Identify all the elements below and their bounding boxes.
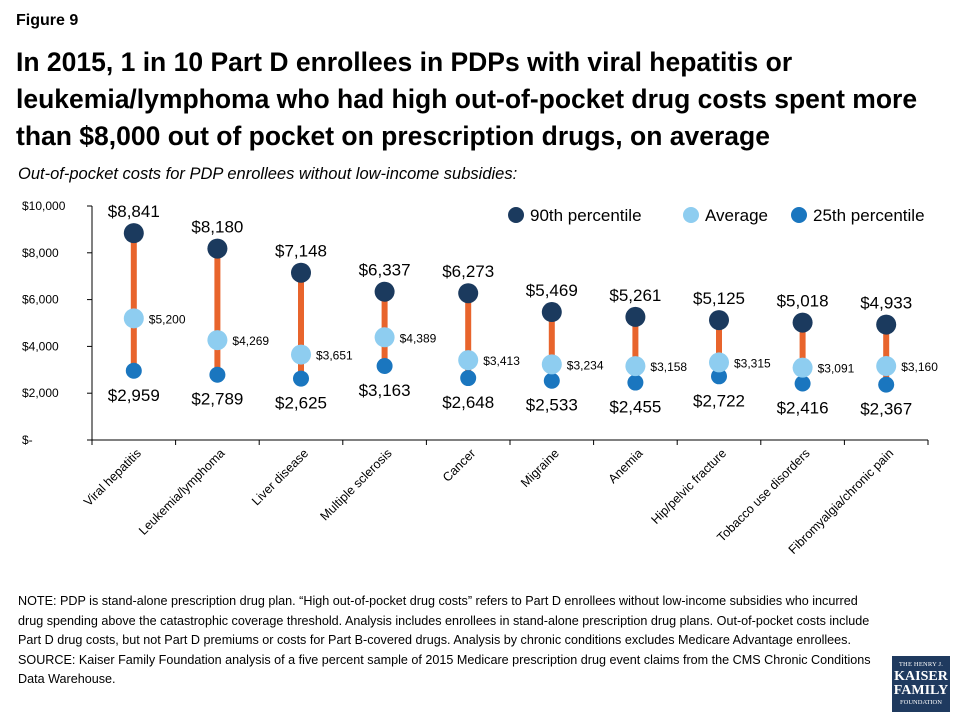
data-label-average: $3,160 [901,360,938,374]
x-category-label: Multiple sclerosis [318,446,395,523]
x-category-label: Cancer [440,446,478,484]
x-category-label: Viral hepatitis [81,446,144,509]
point-average [458,350,479,371]
point-90th-percentile [458,283,479,304]
legend-marker [791,207,807,223]
point-90th-percentile [541,302,562,323]
data-label-90th: $5,469 [526,281,578,300]
data-label-90th: $7,148 [275,242,327,261]
data-label-25th: $2,722 [693,391,745,410]
point-average [876,356,897,377]
point-90th-percentile [207,238,228,259]
legend-marker [508,207,524,223]
point-25th-percentile [460,370,477,387]
point-average [709,352,729,373]
note-text: NOTE: PDP is stand-alone prescription dr… [18,594,870,648]
y-tick-label: $2,000 [22,386,59,400]
point-90th-percentile [625,306,646,327]
data-label-25th: $2,625 [275,394,327,413]
data-label-90th: $6,337 [359,261,411,280]
data-label-average: $3,234 [567,358,604,372]
data-label-25th: $3,163 [359,381,411,400]
point-25th-percentile [376,357,393,374]
x-category-label: Anemia [606,446,646,486]
point-25th-percentile [125,362,142,379]
data-label-90th: $5,018 [777,292,829,311]
chart-title: In 2015, 1 in 10 Part D enrollees in PDP… [16,47,918,151]
logo-line-1: THE HENRY J. [898,660,944,668]
data-label-90th: $5,261 [609,286,661,305]
data-label-average: $3,158 [650,360,687,374]
point-25th-percentile [711,368,727,385]
point-90th-percentile [123,223,144,244]
legend-label: 90th percentile [530,206,642,225]
point-25th-percentile [293,370,309,387]
logo-line-4: FOUNDATION [900,699,942,706]
y-tick-label: $6,000 [22,293,59,307]
data-label-25th: $2,416 [777,398,829,417]
data-label-90th: $5,125 [693,289,745,308]
point-25th-percentile [878,376,895,393]
data-label-90th: $4,933 [860,294,912,313]
x-category-label: Migraine [518,446,562,490]
data-label-25th: $2,455 [609,398,661,417]
data-label-average: $5,200 [149,312,186,326]
data-label-90th: $8,180 [191,218,243,237]
point-average [123,308,144,329]
point-90th-percentile [709,310,729,331]
x-category-label: Liver disease [249,446,311,508]
chart-subtitle: Out-of-pocket costs for PDP enrollees wi… [18,165,518,183]
data-label-average: $3,413 [483,354,520,368]
point-90th-percentile [792,312,813,333]
logo-line-2: KAISER [894,669,948,684]
legend-label: 25th percentile [813,206,925,225]
point-90th-percentile [374,281,395,302]
y-tick-label: $- [22,433,33,447]
data-label-25th: $2,648 [442,393,494,412]
y-tick-label: $8,000 [22,246,59,260]
x-category-label: Tobacco use disorders [714,446,812,544]
logo-line-3: FAMILY [893,683,949,698]
data-label-25th: $2,533 [526,396,578,415]
footnote: NOTE: PDP is stand-alone prescription dr… [18,592,878,690]
point-25th-percentile [209,366,226,383]
point-average [291,344,311,365]
x-category-label: Hip/pelvic fracture [648,446,729,527]
point-90th-percentile [291,262,311,283]
point-average [374,327,395,348]
point-average [625,356,646,377]
point-average [792,357,813,378]
legend-marker [683,207,699,223]
dumbbell-chart: $- $2,000 $4,000 $6,000 $8,000 $10,000 $8,841 $… [22,199,938,557]
figure-label: Figure 9 [16,12,79,29]
y-tick-label: $4,000 [22,339,59,353]
data-label-average: $3,651 [316,349,353,363]
point-25th-percentile [543,372,560,389]
data-label-average: $3,315 [734,356,771,370]
point-average [207,330,228,351]
x-category-label: Leukemia/lymphoma [136,446,227,537]
point-25th-percentile [627,374,644,391]
point-average [541,354,562,375]
data-label-average: $3,091 [818,362,855,376]
data-label-90th: $6,273 [442,262,494,281]
data-label-25th: $2,959 [108,386,160,405]
data-label-90th: $8,841 [108,202,160,221]
data-label-average: $4,389 [400,331,437,345]
data-label-average: $4,269 [232,334,269,348]
point-90th-percentile [876,314,897,335]
source-text: SOURCE: Kaiser Family Foundation analysi… [18,652,871,687]
kff-logo: THE HENRY J. KAISER FAMILY FOUNDATION [892,656,950,712]
data-label-25th: $2,789 [191,390,243,409]
y-tick-label: $10,000 [22,199,66,213]
legend-label: Average [705,206,768,225]
point-25th-percentile [794,375,811,392]
data-label-25th: $2,367 [860,400,912,419]
